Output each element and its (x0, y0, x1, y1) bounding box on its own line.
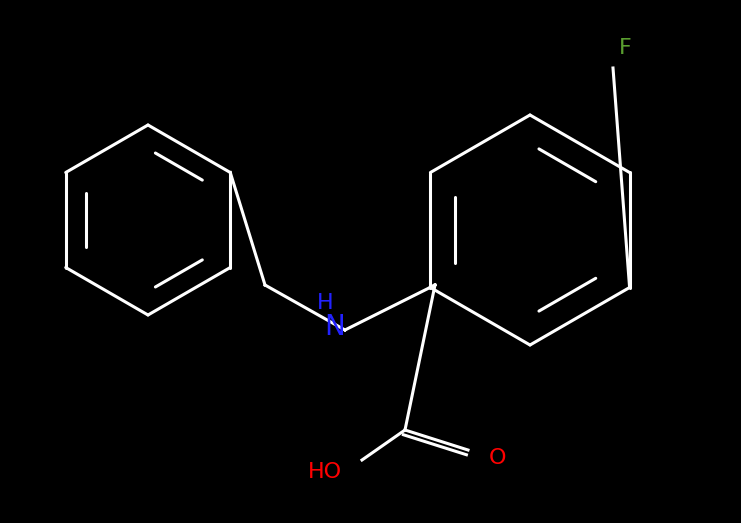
Text: F: F (619, 38, 631, 58)
Text: N: N (325, 313, 345, 341)
Text: O: O (488, 448, 506, 468)
Text: HO: HO (308, 462, 342, 482)
Text: H: H (316, 293, 333, 313)
